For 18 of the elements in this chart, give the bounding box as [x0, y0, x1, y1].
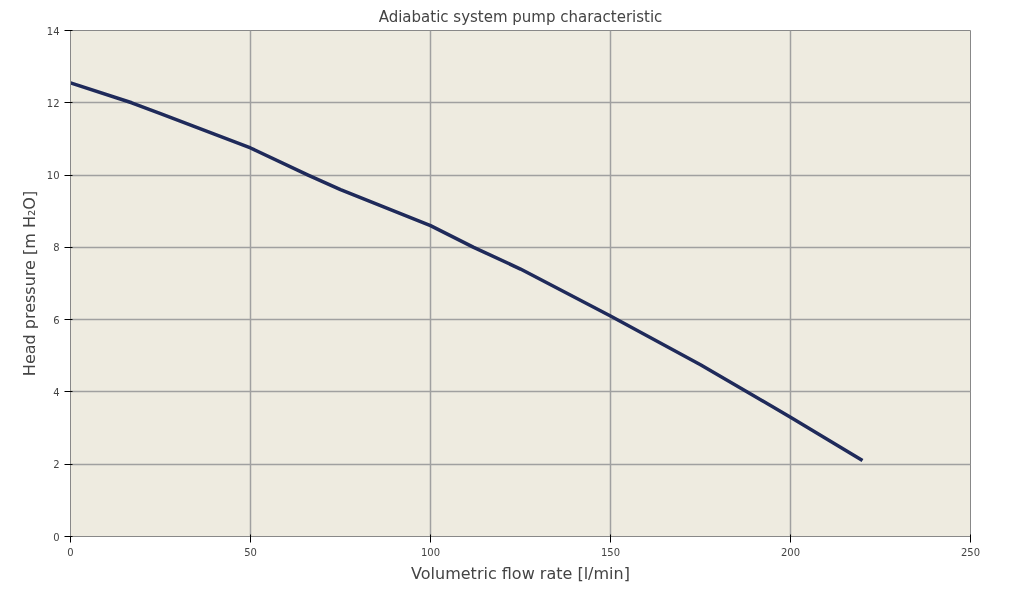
x-tick-label: 150	[600, 546, 621, 558]
y-tick-label: 0	[53, 531, 60, 543]
y-tick-label: 8	[53, 242, 60, 254]
x-tick-label: 100	[420, 546, 441, 558]
y-axis-title: Head pressure [m H₂O]	[19, 190, 39, 377]
y-tick-label: 2	[53, 459, 60, 471]
y-tick-label: 4	[53, 386, 60, 398]
x-axis-title: Volumetric flow rate [l/min]	[411, 563, 630, 583]
y-tick-label: 6	[53, 314, 60, 326]
chart-title: Adiabatic system pump characteristic	[378, 7, 663, 26]
x-tick-label: 200	[780, 546, 801, 558]
x-tick-label: 0	[67, 546, 74, 558]
x-tick-label: 250	[960, 546, 981, 558]
y-tick-label: 10	[46, 170, 60, 182]
y-tick-label: 12	[46, 97, 60, 109]
line-series	[70, 81, 865, 463]
y-tick-label: 14	[46, 25, 60, 37]
x-tick-label: 50	[244, 546, 257, 558]
